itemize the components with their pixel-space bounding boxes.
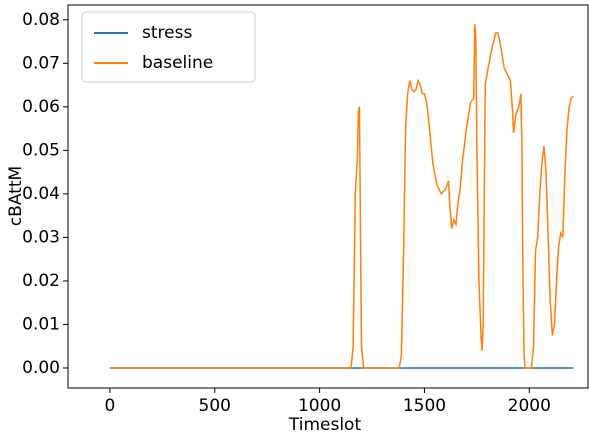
x-tick-label: 1000: [298, 396, 341, 416]
y-tick-label: 0.07: [22, 53, 60, 73]
y-tick-label: 0.06: [22, 97, 60, 117]
y-tick-label: 0.05: [22, 140, 60, 160]
y-tick-label: 0.08: [22, 10, 60, 30]
legend-label: stress: [142, 23, 192, 43]
y-tick-label: 0.03: [22, 227, 60, 247]
legend-label: baseline: [142, 53, 213, 73]
series-line: [109, 24, 574, 369]
x-tick-label: 500: [199, 396, 231, 416]
axes-frame: [67, 4, 589, 389]
x-tick-label: 0: [105, 396, 116, 416]
legend-box: [81, 11, 256, 83]
x-tick-label: 1500: [403, 396, 446, 416]
y-axis-label: cBAttM: [6, 166, 26, 226]
y-tick-label: 0.02: [22, 271, 60, 291]
x-axis-label: Timeslot: [288, 415, 362, 435]
y-tick-label: 0.01: [22, 314, 60, 334]
y-tick-label: 0.04: [22, 184, 60, 204]
x-tick-label: 2000: [508, 396, 551, 416]
y-tick-label: 0.00: [22, 358, 60, 378]
